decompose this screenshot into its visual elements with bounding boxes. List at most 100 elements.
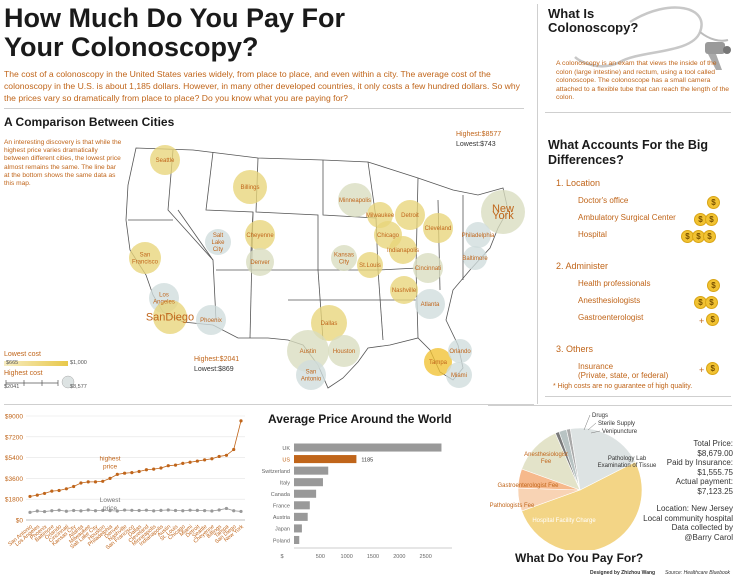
divider bbox=[4, 108, 524, 109]
bar bbox=[294, 524, 302, 533]
city-bubble bbox=[328, 335, 360, 367]
y-tick-label: $0 bbox=[16, 518, 24, 525]
bar-value-label: 1185 bbox=[361, 457, 373, 463]
dollar-coin-icon: $ bbox=[707, 196, 720, 210]
data-point bbox=[101, 479, 105, 483]
accounts-item-sublabel: (Private, state, or federal) bbox=[578, 371, 669, 380]
city-label: San bbox=[306, 370, 317, 376]
city-label: Cincinnati bbox=[415, 266, 441, 272]
data-point bbox=[130, 471, 134, 475]
city-label: Atlanta bbox=[421, 302, 440, 308]
data-point bbox=[159, 466, 163, 470]
pie-slice-label: Hospital Facility Charge bbox=[532, 518, 596, 524]
data-point bbox=[28, 510, 32, 514]
city-label: Philadelphia bbox=[462, 233, 495, 239]
city-label: Billings bbox=[240, 185, 259, 191]
accounts-title-line1: What Accounts For the Big bbox=[548, 138, 708, 152]
bar-category-label: Poland bbox=[273, 538, 290, 544]
city-label: Austin bbox=[300, 349, 317, 355]
location-text: Location: New Jersey bbox=[656, 504, 733, 513]
what-is-title: What Is Colonoscopy? bbox=[548, 7, 638, 35]
pie-slice-label: Gastroenterologist Fee bbox=[497, 483, 559, 489]
data-point bbox=[122, 471, 127, 475]
bar bbox=[294, 489, 317, 498]
pie-slice-label: Sterile Supply bbox=[598, 421, 635, 427]
city-bubble bbox=[415, 289, 445, 319]
data-point bbox=[86, 480, 90, 484]
data-point bbox=[181, 461, 185, 465]
cost-coins: + $ bbox=[699, 360, 720, 378]
city-label: Baltimore bbox=[462, 256, 488, 262]
city-bubble bbox=[153, 300, 187, 334]
data-point bbox=[195, 459, 199, 463]
colonoscope-illustration bbox=[574, 6, 731, 70]
city-label: York bbox=[492, 210, 514, 222]
city-label: Cheyenne bbox=[246, 233, 274, 239]
city-bubble bbox=[389, 236, 417, 264]
city-label: Cleveland bbox=[425, 226, 452, 232]
city-bubble bbox=[245, 220, 275, 250]
data-point bbox=[115, 509, 119, 513]
city-label: Milwaukee bbox=[366, 213, 395, 219]
pay-title: What Do You Pay For? bbox=[515, 551, 644, 565]
city-label: St.Louis bbox=[359, 263, 381, 269]
city-bubble bbox=[196, 305, 226, 335]
city-bubble bbox=[465, 222, 491, 248]
city-label: Denver bbox=[250, 260, 269, 266]
cost-coins: + $ bbox=[699, 311, 720, 329]
pie-slice-label: Anesthesiologist bbox=[524, 452, 568, 458]
city-label: Miami bbox=[451, 373, 467, 379]
data-point bbox=[166, 508, 170, 512]
legend-low-min: $665 bbox=[6, 360, 19, 366]
bar-category-label: Italy bbox=[280, 481, 290, 487]
bar bbox=[294, 501, 310, 510]
actual-value: $7,123.25 bbox=[697, 486, 733, 496]
city-label: Antonio bbox=[301, 377, 322, 383]
total-value: $8,679.00 bbox=[697, 448, 733, 458]
city-bubble bbox=[448, 339, 472, 363]
accounts-item-label: Health professionals bbox=[578, 279, 651, 288]
page-title-line2: Your Colonoscopy? bbox=[4, 32, 259, 62]
pie-slice-label: Drugs bbox=[592, 413, 608, 419]
bar bbox=[294, 443, 442, 452]
dollar-coin-icon: $ bbox=[703, 230, 716, 244]
what-is-title-line1: What Is bbox=[548, 6, 595, 21]
city-bubble bbox=[150, 145, 180, 175]
data-point bbox=[137, 469, 141, 474]
y-tick-label: $9000 bbox=[5, 414, 23, 421]
collected-text: Data collected by bbox=[671, 523, 733, 533]
city-label: Seattle bbox=[156, 158, 175, 164]
payment-location: Location: New Jersey Local community hos… bbox=[630, 504, 733, 542]
accounts-title-line2: Differences? bbox=[548, 153, 624, 167]
dollar-coin-icon: $ bbox=[705, 296, 718, 310]
bar bbox=[294, 466, 329, 475]
x-tick-label: 1000 bbox=[341, 554, 353, 560]
bar bbox=[294, 512, 308, 521]
data-point bbox=[72, 484, 76, 489]
data-point bbox=[28, 494, 32, 499]
bar-category-label: Japan bbox=[275, 527, 290, 533]
data-point bbox=[195, 508, 199, 513]
data-point bbox=[57, 508, 61, 512]
data-point bbox=[130, 508, 134, 512]
cost-coins: $ bbox=[707, 194, 720, 212]
map-highest-sa: Highest:$2041 bbox=[194, 356, 240, 363]
data-point bbox=[232, 509, 236, 513]
map-note: An interesting discovery is that while t… bbox=[4, 139, 122, 188]
data-point bbox=[64, 487, 68, 491]
data-point bbox=[224, 453, 229, 457]
map-lowest-ny: Lowest:$743 bbox=[456, 141, 496, 148]
city-label: Kansas bbox=[334, 253, 354, 259]
x-tick-label: $ bbox=[280, 554, 283, 560]
data-point bbox=[79, 509, 83, 513]
legend-high-min: $2041 bbox=[4, 384, 20, 390]
data-point bbox=[35, 493, 39, 497]
accounts-title: What Accounts For the Big Differences? bbox=[548, 138, 708, 168]
bar-category-label: Austria bbox=[273, 515, 291, 521]
divider bbox=[545, 112, 731, 113]
data-point bbox=[166, 464, 170, 468]
divider bbox=[545, 396, 731, 397]
data-point bbox=[217, 454, 221, 459]
city-bubble bbox=[205, 229, 231, 255]
city-bubble bbox=[233, 170, 267, 204]
